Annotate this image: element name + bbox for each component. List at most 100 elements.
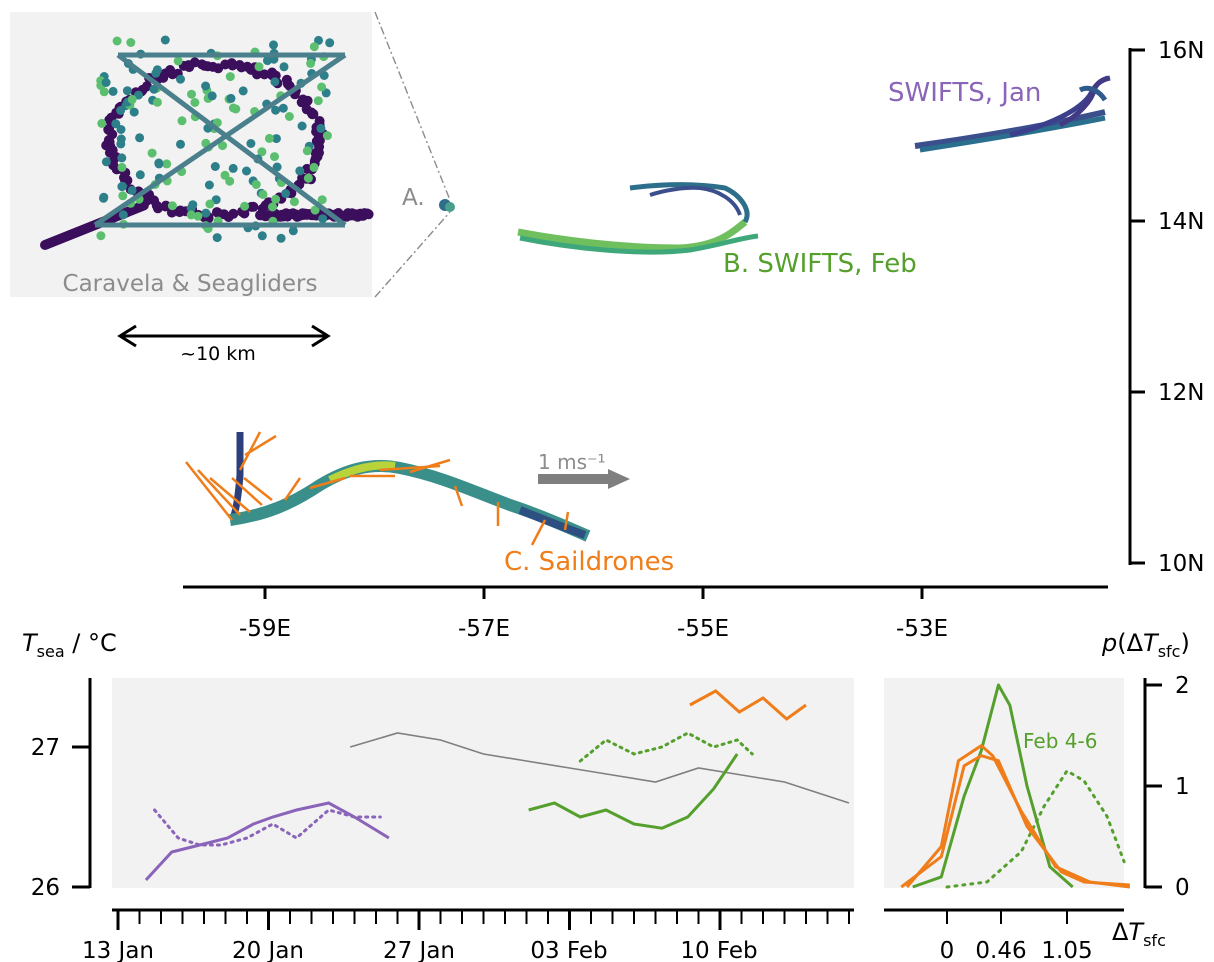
ts-series-line xyxy=(689,689,807,721)
scale-bar: ~10 km xyxy=(117,324,331,365)
inset-scatter-point xyxy=(257,231,267,241)
inset-scatter-point xyxy=(271,105,281,115)
inset-connector xyxy=(374,211,451,298)
inset-scatter-point xyxy=(135,133,145,143)
wind-arrow xyxy=(197,469,241,516)
inset-scatter-point xyxy=(103,124,114,135)
inset-scatter-point xyxy=(302,146,312,156)
inset-scatter-point xyxy=(317,82,327,92)
inset-scatter-point xyxy=(167,201,177,211)
inset-scatter-point xyxy=(289,197,299,207)
inset-scatter-point xyxy=(149,84,159,94)
inset-scatter-point xyxy=(246,201,257,212)
inset-scatter-point xyxy=(228,103,238,113)
inset-scatter-point xyxy=(111,119,121,129)
track-swifts-feb-line xyxy=(519,233,759,255)
inset-scatter-point xyxy=(313,96,323,106)
inset-scatter-point xyxy=(142,81,152,92)
inset-scatter-point xyxy=(174,207,185,218)
track-swifts-jan-line xyxy=(914,109,1106,149)
inset-scatter-point xyxy=(303,173,313,183)
track-saildrones-line xyxy=(229,460,591,542)
inset-scatter-point xyxy=(271,134,281,144)
inset-scatter-point xyxy=(309,42,319,52)
ts-x-tick-label: 03 Feb xyxy=(530,938,607,962)
scale-bar-label: ~10 km xyxy=(180,343,256,365)
track-swifts-jan: SWIFTS, Jan xyxy=(888,75,1111,153)
inset-scatter-point xyxy=(226,93,236,103)
wind-arrow xyxy=(283,477,302,501)
inset-scatter-point xyxy=(211,207,222,218)
timeseries-lines xyxy=(144,689,850,882)
ts-x-tick-label: 27 Jan xyxy=(383,938,455,962)
inset-scatter-point xyxy=(238,86,248,96)
inset-scatter-point xyxy=(363,209,374,220)
map-y-axis: 16N 14N 12N 10N xyxy=(1128,38,1204,577)
inset-scatter-point xyxy=(99,193,108,203)
inset-scatter-point xyxy=(325,38,335,48)
map-y-tick-label: 12N xyxy=(1158,380,1204,406)
inset-scatter-point xyxy=(288,226,298,236)
inset-scatter-point xyxy=(162,159,172,169)
timeseries-background xyxy=(112,678,854,888)
pdf-y-tick-label: 0 xyxy=(1175,875,1190,901)
inset-scatter-point xyxy=(127,94,137,104)
inset-scatter-point xyxy=(152,65,162,75)
inset-scatter-point xyxy=(118,191,128,201)
inset-scatter-point xyxy=(276,233,286,243)
pdf-background xyxy=(884,678,1124,888)
inset-scatter-point xyxy=(257,147,267,157)
wind-arrow xyxy=(530,519,547,546)
inset-scatter-point xyxy=(270,152,279,162)
label-saildrones: C. Saildrones xyxy=(504,547,674,577)
inset-scatter-point xyxy=(309,162,319,172)
map-x-axis: -59E -57E -55E -53E xyxy=(183,585,1108,642)
label-a: A. xyxy=(402,185,425,211)
inset-scatter-point xyxy=(118,181,127,191)
map-y-tick-label: 16N xyxy=(1158,38,1204,64)
track-saildrones: C. Saildrones xyxy=(185,431,674,577)
inset-scatter-point xyxy=(246,139,256,148)
map-x-tick-label: -59E xyxy=(239,616,291,642)
wind-arrow xyxy=(244,434,277,457)
inset-scatter-point xyxy=(193,211,203,221)
pdf-y-tick-label: 1 xyxy=(1175,774,1190,800)
ts-y-tick-label: 27 xyxy=(31,735,60,761)
inset-scatter-point xyxy=(160,35,170,45)
map-y-tick-label: 10N xyxy=(1158,551,1204,577)
inset-scatter-point xyxy=(201,81,211,91)
inset-scatter-point xyxy=(127,185,137,195)
wind-arrow xyxy=(309,476,346,490)
inset-scatter-point xyxy=(126,38,136,47)
inset-scatter-point xyxy=(101,157,111,167)
wind-key-arrow-shaft xyxy=(538,474,610,484)
inset-scatter-point xyxy=(134,90,143,100)
map-x-tick-label: -57E xyxy=(458,616,510,642)
inset-scatter-point xyxy=(117,153,127,163)
pdf-series-line xyxy=(900,754,1130,889)
wind-arrow xyxy=(209,477,251,513)
pdf-series-line xyxy=(905,744,1131,889)
scale-bar-arrowhead xyxy=(117,324,137,348)
inset-scatter-point xyxy=(297,121,307,131)
pdf-y-axis-label: p(ΔTsfc) xyxy=(1101,629,1190,661)
inset-scatter-point xyxy=(258,189,268,199)
track-swifts-feb-line xyxy=(629,182,750,224)
inset-scatter-point xyxy=(252,69,262,80)
inset-scatter-point xyxy=(269,40,278,50)
pdf-x-axis-label: ΔTsfc xyxy=(1112,918,1166,950)
pdf-series-line xyxy=(945,769,1126,889)
inset-scatter-point xyxy=(272,162,282,172)
inset-scatter-point xyxy=(207,91,217,101)
wind-key-label: 1 ms⁻¹ xyxy=(538,450,606,474)
ts-series-line xyxy=(578,731,754,763)
map-panel: Caravela & Seagliders ~10 km A. SWIFTS, … xyxy=(10,11,1204,642)
inset-scatter-point xyxy=(242,166,251,176)
inset-scatter-point xyxy=(154,159,164,169)
inset-scatter-point xyxy=(295,166,305,176)
inset-scatter-point xyxy=(218,141,227,151)
inset-scatter-point xyxy=(234,60,245,70)
inset-scatter-point xyxy=(240,201,250,211)
label-swifts-jan: SWIFTS, Jan xyxy=(888,78,1041,108)
timeseries-panel: 27 26 Tsea / °C 13 Jan 20 Jan 27 Jan 03 … xyxy=(22,629,854,962)
